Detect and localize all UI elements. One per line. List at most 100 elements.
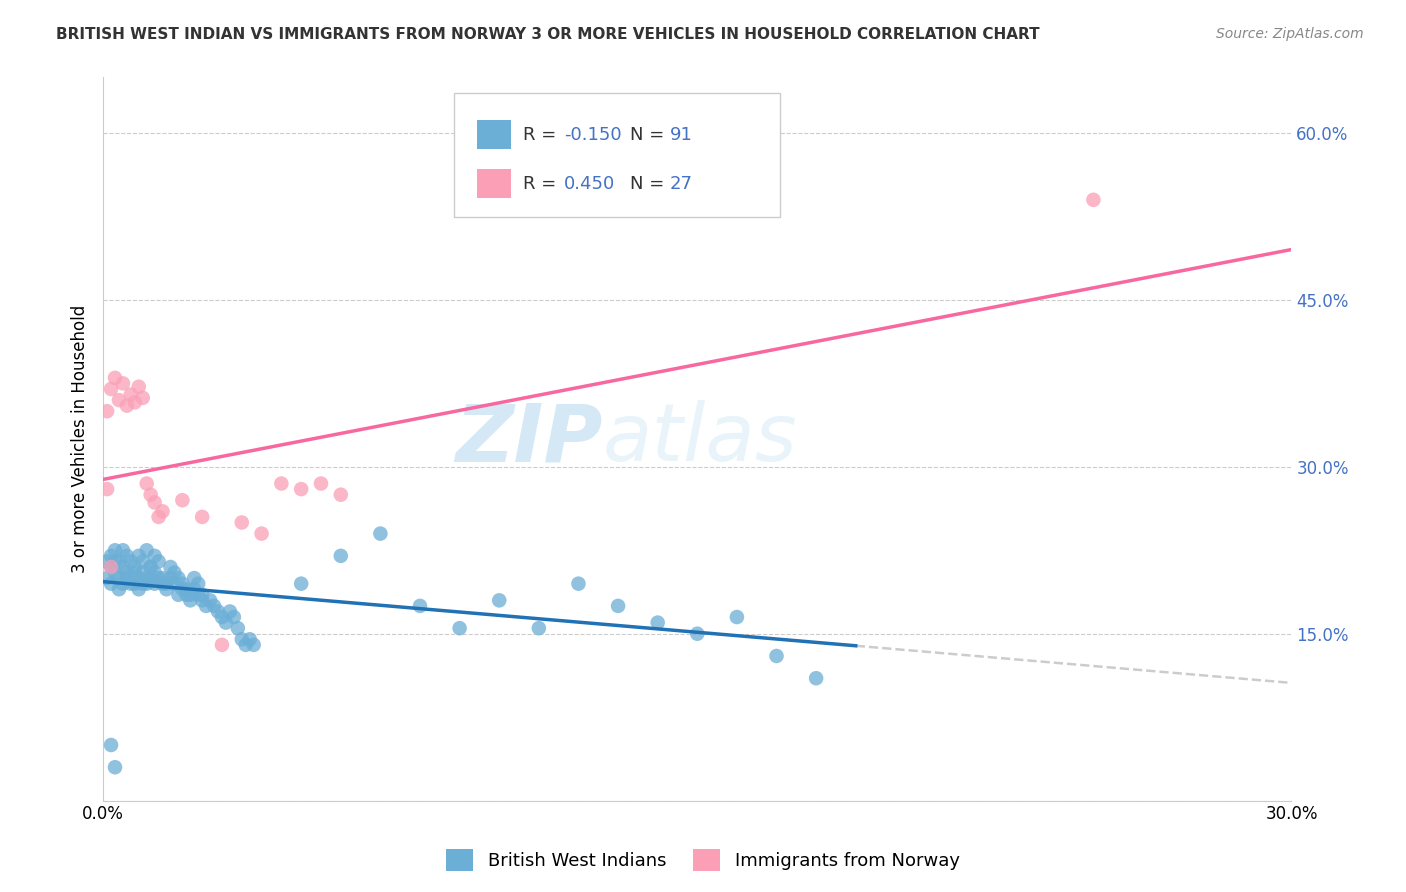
Point <box>135 571 157 585</box>
Point <box>148 509 170 524</box>
Point <box>152 504 174 518</box>
Text: R =: R = <box>523 126 561 144</box>
Point <box>111 576 134 591</box>
Point <box>128 549 150 563</box>
Point <box>211 638 233 652</box>
Point <box>686 626 709 640</box>
Point <box>231 632 253 647</box>
Text: ZIP: ZIP <box>456 400 602 478</box>
Point <box>124 566 146 580</box>
Point <box>108 582 131 597</box>
Point <box>172 576 194 591</box>
Point <box>155 576 177 591</box>
Point <box>135 543 157 558</box>
Point <box>128 571 150 585</box>
Point <box>222 610 245 624</box>
Point <box>290 576 312 591</box>
Point <box>409 599 432 613</box>
Point <box>100 738 122 752</box>
Point <box>96 404 118 418</box>
Point <box>111 560 134 574</box>
Point <box>219 605 242 619</box>
Point <box>152 576 174 591</box>
Point <box>143 576 166 591</box>
Point <box>329 549 352 563</box>
Point <box>231 516 253 530</box>
Text: N =: N = <box>630 126 669 144</box>
Point <box>124 576 146 591</box>
Point <box>270 476 292 491</box>
Point <box>195 599 218 613</box>
Text: Source: ZipAtlas.com: Source: ZipAtlas.com <box>1216 27 1364 41</box>
Point <box>115 571 138 585</box>
Point <box>115 549 138 563</box>
Point <box>226 621 249 635</box>
Point <box>139 560 162 574</box>
Point <box>96 554 118 568</box>
FancyBboxPatch shape <box>478 169 510 198</box>
Point <box>207 605 229 619</box>
Text: 0.450: 0.450 <box>564 175 616 193</box>
Point <box>96 571 118 585</box>
Point <box>120 387 142 401</box>
Point <box>235 638 257 652</box>
Point <box>111 543 134 558</box>
Point <box>128 380 150 394</box>
Point <box>100 576 122 591</box>
Point <box>191 593 214 607</box>
Point <box>104 566 127 580</box>
Point <box>198 593 221 607</box>
Point <box>527 621 550 635</box>
FancyBboxPatch shape <box>478 120 510 149</box>
Point <box>132 391 155 405</box>
Point <box>104 543 127 558</box>
Point <box>176 582 198 597</box>
Point <box>148 554 170 568</box>
Point <box>191 509 214 524</box>
Point <box>176 588 198 602</box>
Point <box>100 560 122 574</box>
Point <box>143 495 166 509</box>
Text: atlas: atlas <box>602 400 797 478</box>
Text: N =: N = <box>630 175 669 193</box>
Point <box>191 588 214 602</box>
Point <box>104 760 127 774</box>
Text: 27: 27 <box>671 175 693 193</box>
Point <box>143 549 166 563</box>
Point <box>124 560 146 574</box>
Point <box>120 576 142 591</box>
Point <box>172 493 194 508</box>
Point <box>329 488 352 502</box>
Point <box>132 554 155 568</box>
Text: 91: 91 <box>671 126 693 144</box>
Point <box>215 615 238 630</box>
Text: BRITISH WEST INDIAN VS IMMIGRANTS FROM NORWAY 3 OR MORE VEHICLES IN HOUSEHOLD CO: BRITISH WEST INDIAN VS IMMIGRANTS FROM N… <box>56 27 1040 42</box>
Point <box>104 554 127 568</box>
Point <box>148 571 170 585</box>
Point <box>250 526 273 541</box>
Point <box>155 582 177 597</box>
Point <box>132 576 155 591</box>
Point <box>804 671 827 685</box>
Point <box>167 571 190 585</box>
Point <box>120 554 142 568</box>
Point <box>115 566 138 580</box>
Point <box>449 621 471 635</box>
Point <box>152 571 174 585</box>
Point <box>100 560 122 574</box>
Point <box>179 588 201 602</box>
Point <box>139 488 162 502</box>
Point <box>163 576 186 591</box>
Point <box>183 571 205 585</box>
Point <box>104 371 127 385</box>
Point <box>488 593 510 607</box>
Point <box>139 571 162 585</box>
Point <box>135 476 157 491</box>
Point <box>139 560 162 574</box>
Point <box>607 599 630 613</box>
Point <box>370 526 392 541</box>
Point <box>135 576 157 591</box>
Point <box>100 382 122 396</box>
Point <box>108 571 131 585</box>
Y-axis label: 3 or more Vehicles in Household: 3 or more Vehicles in Household <box>72 305 89 574</box>
